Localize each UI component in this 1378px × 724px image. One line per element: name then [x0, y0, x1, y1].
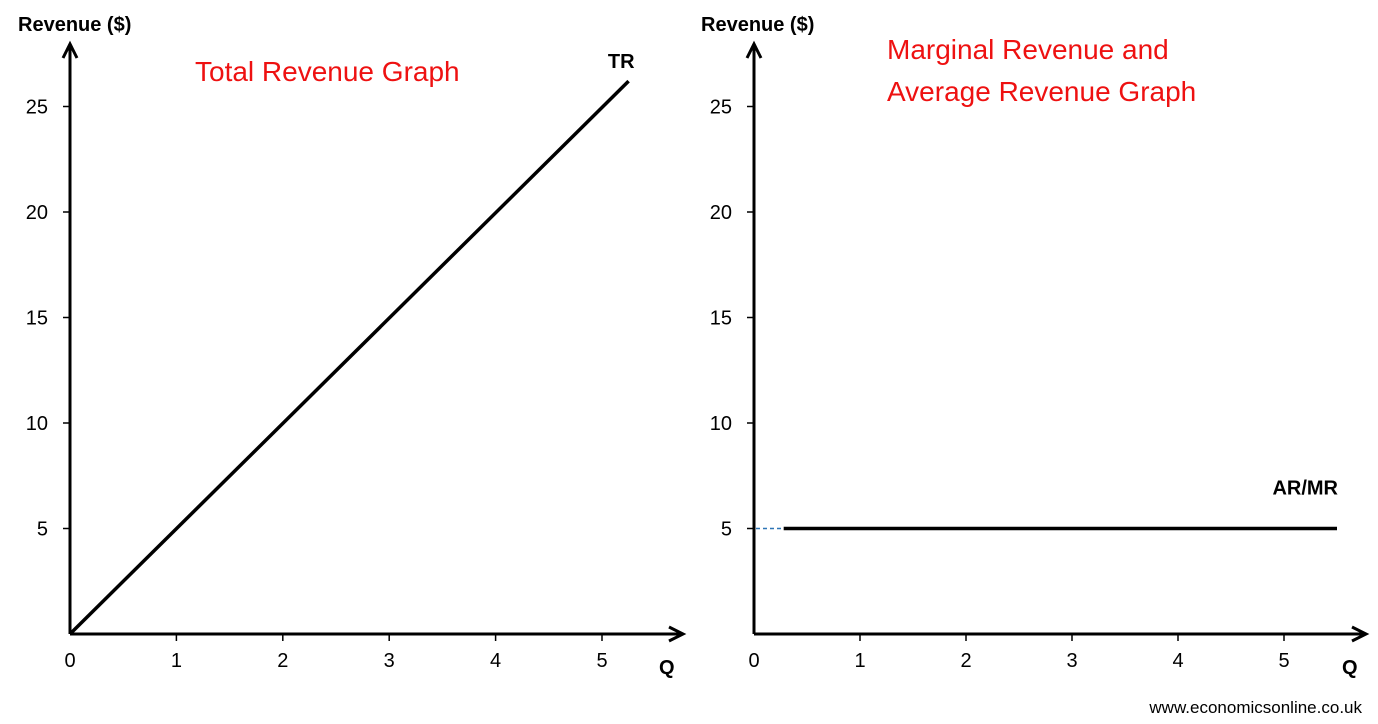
series-label: TR [608, 51, 635, 73]
x-tick-label: 0 [748, 650, 759, 672]
y-tick-label: 10 [26, 413, 48, 435]
y-tick-label: 25 [26, 97, 48, 119]
chart-title-line-2: Average Revenue Graph [887, 76, 1196, 107]
x-tick-label: 0 [64, 650, 75, 672]
x-tick-label: 1 [171, 650, 182, 672]
y-tick-label: 5 [721, 519, 732, 541]
x-tick-label: 2 [277, 650, 288, 672]
tr-line [68, 79, 630, 636]
x-tick-label: 2 [960, 650, 971, 672]
x-axis-arrowhead [1351, 625, 1370, 643]
y-axis-arrowhead [745, 40, 763, 59]
x-axis-label: Q [659, 657, 675, 679]
y-tick-label: 15 [26, 308, 48, 330]
x-tick-label: 3 [384, 650, 395, 672]
x-axis-arrowhead [668, 625, 687, 643]
x-tick-label: 3 [1066, 650, 1077, 672]
chart-title: Total Revenue Graph [195, 56, 460, 87]
y-tick-label: 15 [710, 308, 732, 330]
y-axis-label: Revenue ($) [18, 14, 131, 36]
y-axis-ticks: 5 10 15 20 25 [26, 97, 70, 541]
y-axis-label: Revenue ($) [701, 14, 814, 36]
y-tick-label: 25 [710, 97, 732, 119]
x-axis-label: Q [1342, 657, 1358, 679]
series-label: AR/MR [1272, 478, 1338, 500]
x-tick-label: 1 [854, 650, 865, 672]
x-tick-label: 5 [1278, 650, 1289, 672]
x-tick-label: 4 [490, 650, 501, 672]
marginal-average-revenue-chart: 5 10 15 20 25 0 1 2 3 4 5 AR/MR Revenue ($) Q Mar… [701, 14, 1370, 679]
total-revenue-chart: 5 10 15 20 25 0 1 2 3 4 5 TR Revenue ($) Q Total … [18, 14, 687, 679]
source-url: www.economicsonline.co.uk [1148, 698, 1362, 717]
y-tick-label: 20 [710, 202, 732, 224]
x-axis-ticks: 0 1 2 3 4 5 [64, 634, 608, 672]
y-axis-ticks: 5 10 15 20 25 [710, 97, 754, 541]
chart-title-line-1: Marginal Revenue and [887, 34, 1169, 65]
y-tick-label: 5 [37, 519, 48, 541]
series-layer: TR [68, 51, 635, 636]
x-tick-label: 4 [1172, 650, 1183, 672]
series-layer: AR/MR [756, 478, 1339, 531]
y-tick-label: 20 [26, 202, 48, 224]
x-tick-label: 5 [596, 650, 607, 672]
y-tick-label: 10 [710, 413, 732, 435]
x-axis-ticks: 0 1 2 3 4 5 [748, 634, 1290, 672]
y-axis-arrowhead [61, 40, 79, 59]
